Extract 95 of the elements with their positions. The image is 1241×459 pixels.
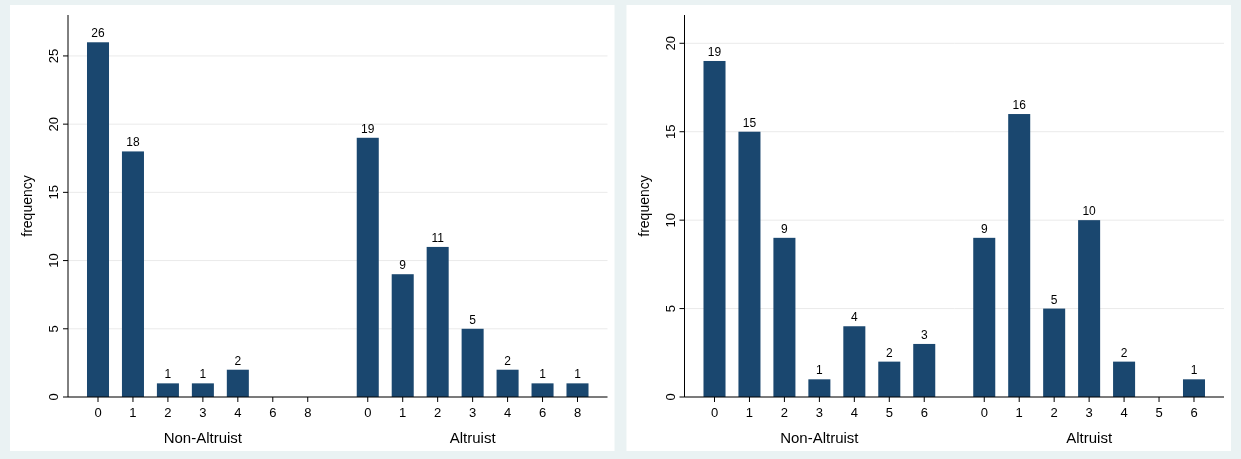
y-tick-label: 5 (662, 304, 678, 313)
data-label: 1 (1190, 363, 1198, 378)
x-tick-label: 2 (164, 405, 172, 420)
bar (1078, 220, 1101, 397)
y-tick-label: 0 (662, 393, 678, 401)
data-label: 19 (361, 121, 375, 136)
x-tick-label: 6 (538, 405, 547, 420)
bar (531, 383, 554, 397)
x-tick-label: 4 (234, 405, 242, 420)
x-axis-title: Altruist (1066, 429, 1113, 446)
bar (391, 274, 414, 397)
y-tick-label: 10 (662, 212, 678, 228)
data-label: 5 (469, 312, 477, 327)
bar (156, 383, 179, 397)
data-label: 2 (234, 353, 242, 368)
x-tick-label: 1 (1015, 405, 1023, 420)
y-axis-title: frequency (635, 175, 652, 237)
x-tick-label: 0 (980, 405, 988, 420)
data-label: 2 (504, 353, 512, 368)
x-tick-label: 0 (94, 405, 102, 420)
x-tick-label: 5 (885, 405, 893, 420)
data-label: 26 (91, 26, 105, 41)
x-tick-label: 6 (920, 405, 928, 420)
bar (191, 383, 214, 397)
x-tick-label: 1 (399, 405, 407, 420)
bar (973, 237, 996, 397)
bar (226, 369, 249, 397)
bar (496, 369, 519, 397)
x-tick-label: 6 (269, 405, 277, 420)
data-label: 16 (1012, 98, 1027, 113)
x-tick-label: 2 (1050, 405, 1058, 420)
bar (738, 131, 761, 397)
bar (356, 137, 379, 397)
x-axis-title: Altruist (449, 429, 497, 446)
x-tick-label: 4 (503, 405, 512, 420)
data-label: 9 (980, 221, 988, 236)
y-axis-title: frequency (19, 175, 35, 237)
y-tick-label: 5 (46, 325, 61, 333)
data-label: 19 (707, 44, 722, 59)
x-tick-label: 0 (710, 405, 719, 420)
x-tick-label: 3 (469, 405, 477, 420)
bar (773, 237, 796, 397)
y-tick-label: 15 (46, 185, 61, 200)
x-tick-label: 2 (780, 405, 789, 420)
bar (86, 42, 110, 397)
data-label: 1 (199, 367, 207, 382)
data-label: 1 (816, 363, 824, 378)
y-tick-label: 10 (46, 253, 61, 268)
data-label: 3 (920, 327, 928, 342)
bar (1182, 379, 1206, 397)
bar (461, 328, 484, 397)
bar (121, 151, 144, 397)
bar (566, 383, 589, 397)
data-label: 18 (126, 135, 140, 150)
bar (1113, 361, 1136, 397)
y-tick-label: 20 (662, 36, 678, 51)
x-axis-title: Non-Altruist (163, 429, 243, 446)
x-tick-label: 1 (129, 405, 137, 420)
y-tick-label: 0 (46, 393, 61, 401)
y-tick-label: 25 (46, 48, 61, 64)
x-tick-label: 3 (199, 405, 207, 420)
x-axis-title: Non-Altruist (780, 429, 860, 446)
bar (843, 326, 866, 397)
data-label: 5 (1050, 292, 1058, 307)
bar (913, 343, 936, 397)
x-tick-label: 8 (573, 405, 582, 420)
x-tick-label: 4 (850, 405, 858, 420)
y-tick-label: 15 (662, 124, 678, 139)
x-tick-label: 4 (1120, 405, 1128, 420)
data-label: 1 (574, 367, 582, 382)
x-tick-label: 8 (304, 405, 312, 420)
data-label: 1 (164, 367, 172, 382)
data-label: 4 (850, 310, 858, 325)
data-label: 2 (885, 345, 893, 360)
bar (808, 379, 831, 397)
x-tick-label: 2 (434, 405, 442, 420)
x-tick-label: 1 (745, 405, 754, 420)
x-tick-label: 5 (1155, 405, 1163, 420)
x-tick-label: 6 (1190, 405, 1198, 420)
bar (426, 246, 449, 397)
x-tick-label: 3 (815, 405, 823, 420)
data-label: 9 (781, 221, 789, 236)
bar (878, 361, 901, 397)
bar (1043, 308, 1066, 397)
x-tick-label: 0 (364, 405, 372, 420)
data-label: 11 (431, 230, 445, 245)
data-label: 2 (1120, 345, 1128, 360)
x-tick-label: 3 (1085, 405, 1093, 420)
y-tick-label: 20 (46, 116, 61, 132)
data-label: 1 (539, 367, 547, 382)
data-label: 10 (1082, 204, 1097, 219)
bar (1008, 114, 1031, 397)
data-label: 15 (742, 115, 757, 130)
data-label: 9 (399, 258, 407, 273)
bar (703, 60, 726, 397)
